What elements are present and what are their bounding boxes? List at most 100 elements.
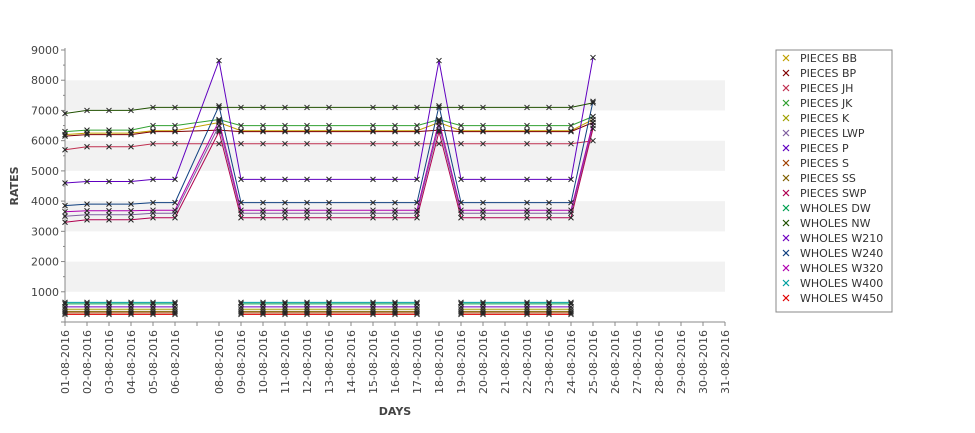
data-point-stroke xyxy=(546,207,552,214)
data-point xyxy=(546,214,552,221)
data-point-stroke xyxy=(150,311,156,318)
legend-item: PIECES S xyxy=(782,157,849,170)
data-point xyxy=(106,178,112,185)
data-point-stroke xyxy=(260,104,266,111)
data-point xyxy=(238,128,244,135)
x-tick-label: 01-08-2016 xyxy=(59,330,72,394)
data-point xyxy=(150,310,156,316)
data-point-stroke xyxy=(62,208,68,215)
data-point xyxy=(414,311,420,318)
data-point-stroke xyxy=(304,310,310,316)
data-point-stroke xyxy=(458,214,464,221)
data-point xyxy=(304,176,310,183)
x-tick-label: 29-08-2016 xyxy=(675,330,688,394)
data-point xyxy=(62,304,68,310)
data-point xyxy=(304,199,310,206)
data-point-stroke xyxy=(128,178,134,185)
x-tick-label: 14-08-2016 xyxy=(345,330,358,394)
data-point xyxy=(414,104,420,111)
data-point-stroke xyxy=(524,304,530,310)
data-point-stroke xyxy=(238,128,244,135)
data-point-stroke xyxy=(172,104,178,111)
data-point xyxy=(62,208,68,215)
data-point-stroke xyxy=(62,128,68,135)
legend-label: PIECES SWP xyxy=(800,187,867,200)
data-point xyxy=(238,176,244,183)
data-point xyxy=(282,128,288,135)
data-point-stroke xyxy=(326,128,332,135)
data-point xyxy=(62,219,68,226)
data-point xyxy=(326,140,332,147)
x-tick-label: 09-08-2016 xyxy=(235,330,248,394)
data-point xyxy=(150,311,156,318)
data-point xyxy=(436,104,442,111)
data-point xyxy=(370,140,376,147)
data-point-stroke xyxy=(458,127,464,134)
data-point-stroke xyxy=(238,140,244,147)
data-point xyxy=(216,127,222,133)
data-point-stroke xyxy=(238,104,244,111)
data-point xyxy=(414,128,420,135)
data-point xyxy=(282,199,288,206)
data-point-stroke xyxy=(370,311,376,318)
y-tick-label: 9000 xyxy=(31,44,59,57)
data-point xyxy=(458,104,464,111)
data-point-stroke xyxy=(106,107,112,114)
data-point xyxy=(260,128,266,135)
data-point xyxy=(590,113,596,120)
data-point xyxy=(172,128,178,135)
data-point-stroke xyxy=(172,176,178,183)
data-point xyxy=(62,310,68,316)
data-point-stroke xyxy=(84,304,90,310)
data-point-stroke xyxy=(436,116,442,123)
plot-band xyxy=(65,261,725,292)
data-point-stroke xyxy=(326,310,332,316)
data-point-stroke xyxy=(370,104,376,111)
data-point-stroke xyxy=(238,310,244,316)
legend-label: PIECES JH xyxy=(800,82,853,95)
data-point xyxy=(216,122,222,129)
data-point xyxy=(150,199,156,206)
data-point xyxy=(392,207,398,214)
data-point xyxy=(150,128,156,135)
data-point xyxy=(524,128,530,135)
data-point xyxy=(590,98,596,105)
legend-item: PIECES LWP xyxy=(782,127,865,140)
data-point xyxy=(62,311,68,318)
data-point xyxy=(260,310,266,316)
legend-item: WHOLES NW xyxy=(782,217,871,230)
x-tick-label: 20-08-2016 xyxy=(477,330,490,394)
data-point-stroke xyxy=(304,140,310,147)
data-point-stroke xyxy=(62,299,68,306)
x-tick-label: 28-08-2016 xyxy=(653,330,666,394)
data-point-stroke xyxy=(172,122,178,129)
data-point xyxy=(392,140,398,147)
data-point-stroke xyxy=(392,199,398,206)
data-point xyxy=(106,310,112,316)
x-tick-label: 12-08-2016 xyxy=(301,330,314,394)
data-point-stroke xyxy=(392,127,398,134)
data-point-stroke xyxy=(106,131,112,138)
data-point-stroke xyxy=(216,57,222,64)
data-point-stroke xyxy=(128,131,134,138)
data-point xyxy=(84,143,90,150)
legend-label: PIECES S xyxy=(800,157,849,170)
data-point-stroke xyxy=(326,199,332,206)
data-point-stroke xyxy=(546,214,552,221)
data-point xyxy=(106,127,112,133)
data-point-stroke xyxy=(414,214,420,221)
x-tick-label: 18-08-2016 xyxy=(433,330,446,394)
data-point xyxy=(84,178,90,185)
data-point-stroke xyxy=(304,207,310,214)
data-point xyxy=(326,176,332,183)
data-point-stroke xyxy=(62,146,68,153)
data-point-stroke xyxy=(216,104,222,111)
data-point xyxy=(546,128,552,135)
data-point xyxy=(106,143,112,150)
data-point-stroke xyxy=(106,299,112,306)
data-point-stroke xyxy=(480,104,486,111)
legend-label: WHOLES NW xyxy=(800,217,871,230)
data-point xyxy=(480,207,486,214)
data-point xyxy=(304,299,310,306)
data-point xyxy=(480,127,486,134)
